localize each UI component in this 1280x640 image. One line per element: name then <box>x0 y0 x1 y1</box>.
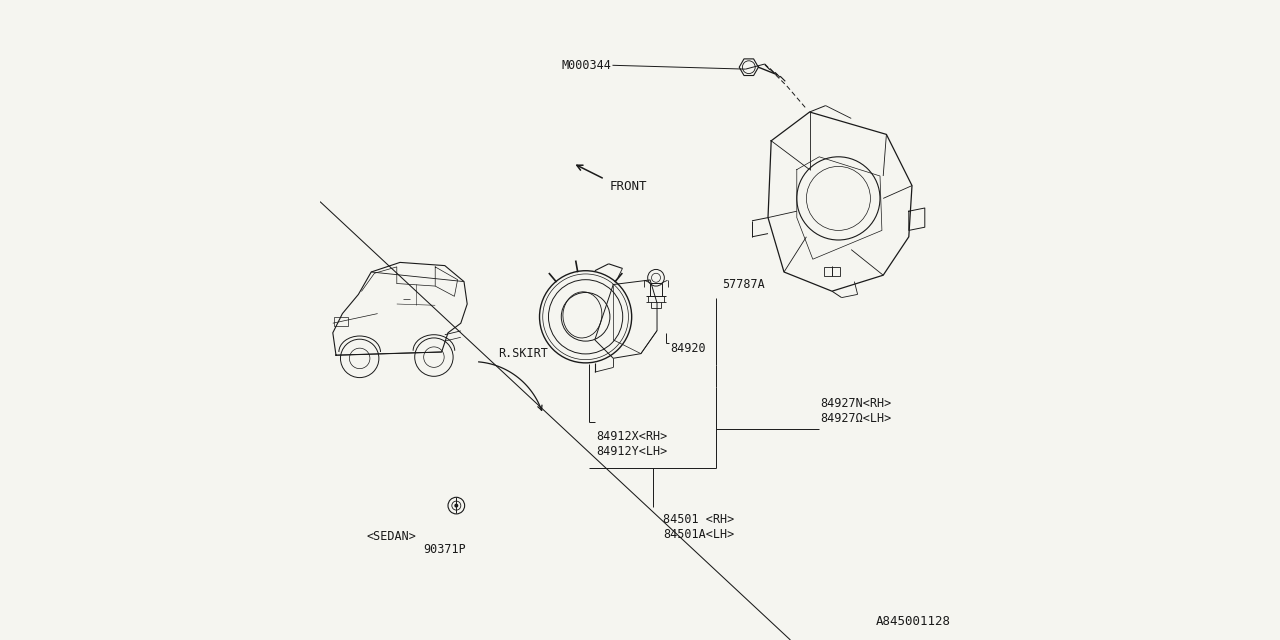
Text: FRONT: FRONT <box>609 180 646 193</box>
Text: M000344: M000344 <box>562 59 612 72</box>
Text: 84912X<RH>
84912Y<LH>: 84912X<RH> 84912Y<LH> <box>596 430 668 458</box>
Text: 57787A: 57787A <box>722 278 764 291</box>
Bar <box>334 317 348 326</box>
Text: <SEDAN>: <SEDAN> <box>366 530 416 543</box>
Text: A845001128: A845001128 <box>876 616 950 628</box>
Text: 90371P: 90371P <box>424 543 466 556</box>
Text: R.SKIRT: R.SKIRT <box>498 347 548 360</box>
Text: 84927N<RH>
84927Ω<LH>: 84927N<RH> 84927Ω<LH> <box>820 397 892 425</box>
Bar <box>824 267 840 276</box>
Circle shape <box>456 504 458 507</box>
Text: 84920: 84920 <box>671 342 707 355</box>
Text: 84501 <RH>
84501A<LH>: 84501 <RH> 84501A<LH> <box>663 513 735 541</box>
